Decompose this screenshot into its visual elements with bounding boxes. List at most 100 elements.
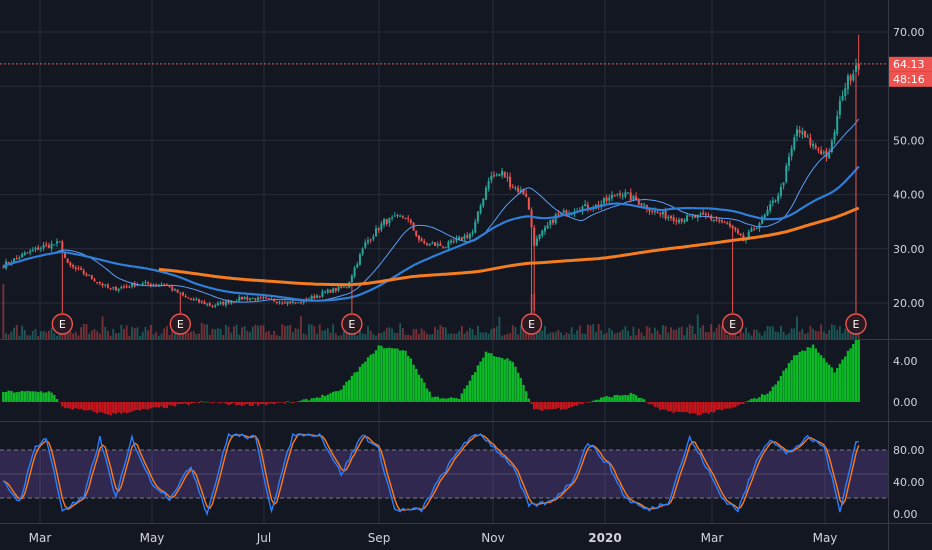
candle-body[interactable]	[353, 267, 356, 277]
candle-body[interactable]	[664, 210, 667, 219]
earnings-marker[interactable]	[721, 313, 744, 335]
price-axis[interactable]: 70.00 50.00 40.00 30.00 20.00 4.00 0.00 80.00 40…	[893, 26, 925, 521]
candle-body[interactable]	[117, 288, 120, 291]
candle-body[interactable]	[262, 297, 265, 299]
candle-body[interactable]	[88, 274, 91, 276]
candle-body[interactable]	[774, 200, 777, 202]
candle-body[interactable]	[181, 292, 185, 296]
candle-body[interactable]	[495, 174, 498, 176]
candle-body[interactable]	[283, 302, 286, 304]
candle-body[interactable]	[366, 240, 370, 243]
candle-body[interactable]	[171, 286, 174, 291]
candle-body[interactable]	[838, 100, 841, 115]
candle-body[interactable]	[187, 297, 190, 299]
candle-body[interactable]	[90, 275, 93, 279]
candle-body[interactable]	[616, 194, 619, 196]
candle-body[interactable]	[273, 299, 276, 302]
candle-body[interactable]	[128, 286, 131, 288]
candle-body[interactable]	[782, 182, 785, 186]
candle-body[interactable]	[227, 300, 230, 304]
candle-body[interactable]	[214, 305, 217, 307]
candle-body[interactable]	[131, 283, 134, 287]
candle-body[interactable]	[490, 175, 493, 181]
candle-body[interactable]	[42, 244, 45, 249]
candle-body[interactable]	[562, 210, 565, 213]
candle-body[interactable]	[460, 237, 463, 240]
candle-body[interactable]	[468, 233, 471, 239]
candle-body[interactable]	[828, 153, 831, 159]
candle-body[interactable]	[653, 210, 656, 213]
candle-body[interactable]	[517, 187, 520, 193]
candle-body[interactable]	[444, 247, 447, 249]
candle-body[interactable]	[798, 130, 801, 133]
candle-body[interactable]	[731, 225, 734, 229]
candle-body[interactable]	[482, 198, 485, 206]
candle-body[interactable]	[739, 233, 742, 235]
candle-body[interactable]	[195, 299, 198, 301]
candle-body[interactable]	[669, 216, 672, 219]
candle-body[interactable]	[804, 130, 807, 138]
candle-body[interactable]	[527, 197, 530, 210]
candle-body[interactable]	[120, 287, 123, 289]
candle-body[interactable]	[286, 301, 289, 304]
candle-body[interactable]	[222, 302, 225, 305]
candle-body[interactable]	[854, 65, 857, 73]
candle-body[interactable]	[15, 258, 18, 260]
candle-body[interactable]	[96, 281, 99, 283]
candle-body[interactable]	[230, 301, 233, 304]
candle-body[interactable]	[519, 189, 522, 193]
candle-body[interactable]	[643, 204, 646, 206]
candle-body[interactable]	[399, 215, 402, 217]
candle-body[interactable]	[93, 279, 96, 282]
candle-body[interactable]	[141, 283, 144, 285]
candle-body[interactable]	[656, 212, 659, 214]
earnings-marker[interactable]	[845, 313, 867, 335]
candle-body[interactable]	[841, 95, 844, 101]
candle-body[interactable]	[471, 232, 474, 234]
candle-body[interactable]	[26, 252, 29, 254]
candle-body[interactable]	[173, 289, 176, 291]
candle-body[interactable]	[538, 234, 541, 239]
candle-body[interactable]	[216, 303, 219, 306]
candle-body[interactable]	[21, 254, 24, 258]
candle-body[interactable]	[715, 219, 718, 221]
candle-body[interactable]	[704, 213, 707, 216]
candle-body[interactable]	[790, 148, 793, 157]
candle-body[interactable]	[425, 243, 428, 245]
candle-body[interactable]	[39, 247, 42, 250]
candle-body[interactable]	[846, 75, 849, 90]
earnings-marker[interactable]	[169, 313, 192, 335]
candle-body[interactable]	[503, 171, 506, 178]
candle-body[interactable]	[149, 284, 152, 286]
candle-body[interactable]	[361, 248, 364, 255]
candle-body[interactable]	[407, 218, 410, 220]
candle-body[interactable]	[844, 88, 847, 96]
candle-body[interactable]	[723, 221, 726, 223]
candle-body[interactable]	[686, 215, 689, 222]
candle-body[interactable]	[337, 286, 340, 291]
candle-body[interactable]	[82, 270, 85, 274]
candle-body[interactable]	[401, 216, 404, 218]
candle-body[interactable]	[447, 241, 450, 248]
candle-body[interactable]	[385, 218, 388, 225]
candle-body[interactable]	[629, 192, 632, 200]
candle-body[interactable]	[648, 209, 651, 212]
candle-body[interactable]	[667, 216, 670, 219]
candle-body[interactable]	[442, 246, 445, 248]
candle-body[interactable]	[80, 268, 83, 270]
candle-body[interactable]	[109, 288, 112, 290]
candle-body[interactable]	[377, 228, 380, 231]
candle-body[interactable]	[694, 215, 697, 218]
candle-body[interactable]	[726, 222, 729, 224]
candle-body[interactable]	[334, 287, 337, 291]
candle-body[interactable]	[632, 195, 635, 200]
candle-body[interactable]	[511, 186, 514, 189]
stochastic-pane[interactable]	[0, 422, 888, 523]
candle-body[interactable]	[310, 296, 313, 300]
candle-body[interactable]	[584, 203, 587, 207]
candle-body[interactable]	[98, 281, 101, 284]
candle-body[interactable]	[651, 211, 654, 213]
candle-body[interactable]	[37, 247, 40, 250]
candle-body[interactable]	[254, 298, 257, 301]
candle-body[interactable]	[112, 287, 115, 289]
